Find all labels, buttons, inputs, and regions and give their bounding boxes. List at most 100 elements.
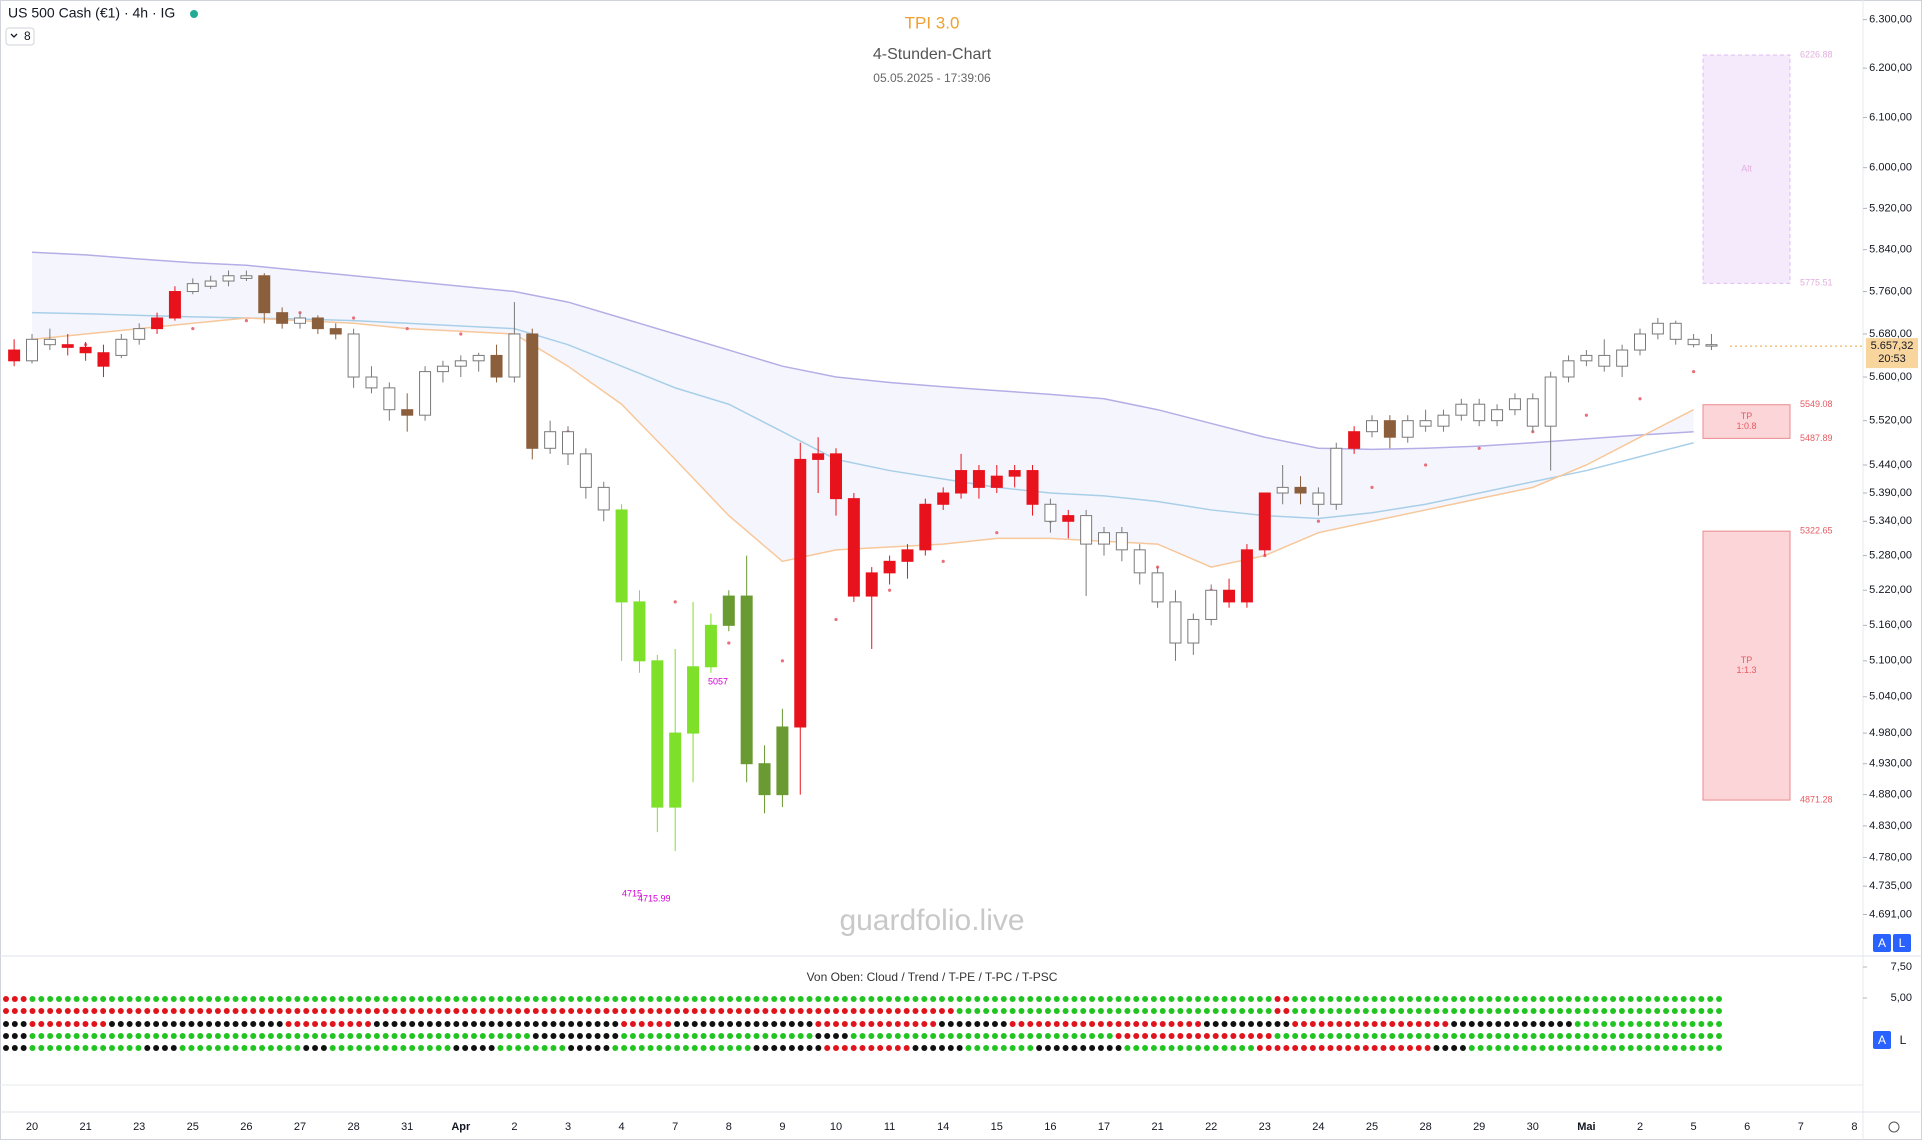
state-dot: [3, 996, 9, 1002]
state-dot: [108, 996, 115, 1002]
state-dot: [47, 1021, 54, 1027]
state-dot: [1415, 1033, 1422, 1039]
state-dot: [1504, 996, 1511, 1002]
state-dot: [1212, 996, 1219, 1002]
state-dot: [559, 996, 566, 1002]
state-dot: [532, 1021, 539, 1027]
state-dot: [576, 1045, 583, 1051]
state-dot: [153, 1045, 160, 1051]
state-dot: [73, 1008, 80, 1014]
state-dot: [744, 1021, 751, 1027]
state-dot: [956, 996, 963, 1002]
state-dot: [1142, 1033, 1149, 1039]
state-dot: [250, 1021, 257, 1027]
state-dot: [930, 1021, 937, 1027]
state-dot: [161, 1033, 168, 1039]
state-dot: [161, 1021, 168, 1027]
settings-icon[interactable]: [1888, 1121, 1900, 1133]
state-dot: [550, 1045, 557, 1051]
candle-body: [1687, 338, 1700, 346]
state-dot: [894, 1021, 901, 1027]
state-dot: [285, 1008, 292, 1014]
state-dot: [1080, 1021, 1087, 1027]
state-dot: [91, 996, 98, 1002]
state-dot: [206, 1033, 213, 1039]
state-dot: [1663, 1033, 1670, 1039]
state-dot: [1239, 1033, 1246, 1039]
state-dot: [859, 1045, 866, 1051]
state-dot: [47, 1033, 54, 1039]
state-dot: [718, 1021, 725, 1027]
state-dot: [1654, 1045, 1661, 1051]
state-dot: [515, 996, 522, 1002]
state-dot: [497, 1008, 504, 1014]
state-dot: [1663, 1008, 1670, 1014]
state-dot: [259, 1008, 266, 1014]
state-dot: [647, 996, 654, 1002]
state-dot: [709, 1045, 716, 1051]
candle-body: [1526, 398, 1539, 427]
state-dot: [983, 1045, 990, 1051]
state-dot: [1716, 996, 1723, 1002]
x-tick-label: 26: [240, 1121, 252, 1133]
state-dot: [409, 996, 416, 1002]
log-label[interactable]: L: [1900, 1033, 1907, 1047]
state-dot: [727, 1021, 734, 1027]
state-dot: [1159, 996, 1166, 1002]
state-dot: [294, 1033, 301, 1039]
trail-dot: [780, 659, 785, 663]
state-dot: [1654, 1033, 1661, 1039]
state-dot: [1459, 1008, 1466, 1014]
state-dot: [1044, 1033, 1051, 1039]
state-dot: [3, 1045, 9, 1051]
state-dot: [126, 996, 133, 1002]
state-dot: [585, 1021, 592, 1027]
state-dot: [1186, 1033, 1193, 1039]
state-dot: [470, 1045, 477, 1051]
state-dot: [515, 1021, 522, 1027]
log-button[interactable]: [1893, 934, 1911, 952]
state-dot: [1663, 1045, 1670, 1051]
state-dot: [903, 1021, 910, 1027]
state-dot: [64, 1045, 71, 1051]
state-dot: [700, 1008, 707, 1014]
state-dot: [73, 1045, 80, 1051]
state-dot: [603, 1033, 610, 1039]
candle-body: [329, 328, 342, 335]
indicator-toggle[interactable]: [5, 27, 35, 46]
state-dot: [1557, 1021, 1564, 1027]
y-tick-label: 6.300,00: [1869, 14, 1912, 26]
candle-body: [8, 349, 21, 362]
auto-button[interactable]: [1873, 934, 1891, 952]
state-dot: [479, 1021, 486, 1027]
state-dot: [1680, 1021, 1687, 1027]
state-dot: [709, 996, 716, 1002]
state-dot: [523, 996, 530, 1002]
state-dot: [912, 1021, 919, 1027]
candle-body: [26, 338, 38, 362]
state-dot: [1203, 1033, 1210, 1039]
state-dot: [47, 1045, 54, 1051]
state-dot: [780, 1008, 787, 1014]
auto-button[interactable]: [1873, 1031, 1891, 1049]
trail-dot: [673, 600, 677, 604]
state-dot: [1027, 1045, 1034, 1051]
state-dot: [1168, 1021, 1175, 1027]
state-dot: [1636, 1045, 1643, 1051]
candle-body: [1455, 403, 1468, 416]
state-dot: [1089, 1033, 1096, 1039]
state-dot: [1318, 1021, 1325, 1027]
candle-body: [883, 560, 896, 574]
state-dot: [1627, 996, 1634, 1002]
state-dot: [594, 1033, 601, 1039]
state-dot: [1221, 1021, 1228, 1027]
state-dot: [824, 1033, 831, 1039]
candle-body: [972, 470, 985, 488]
candle-body: [597, 486, 610, 511]
state-dot: [1424, 1021, 1431, 1027]
x-tick-label: 8: [726, 1121, 732, 1133]
state-dot: [1627, 1033, 1634, 1039]
state-dot: [1133, 1008, 1140, 1014]
candle-body: [1080, 515, 1093, 545]
state-dot: [29, 1033, 36, 1039]
